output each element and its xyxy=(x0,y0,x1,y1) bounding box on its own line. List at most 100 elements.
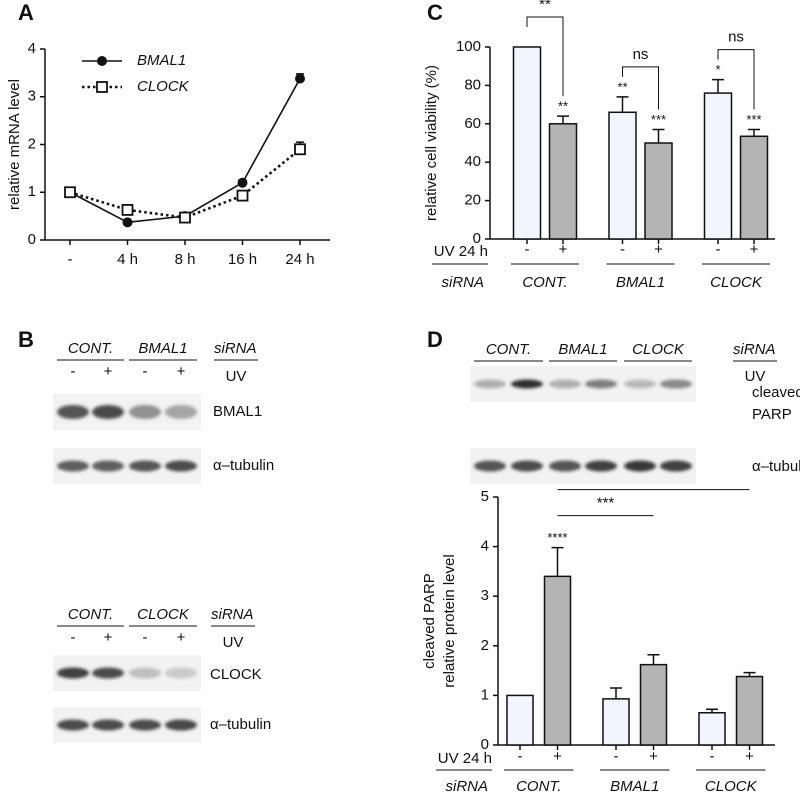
bar xyxy=(644,142,673,240)
x-tick-label: + xyxy=(559,241,568,258)
y-tick-label: 3 xyxy=(481,587,489,604)
blot-band xyxy=(57,719,89,731)
blot-lane-label: + xyxy=(104,629,113,646)
blot-group-label: BMAL1 xyxy=(558,341,607,358)
row-label: UV 24 h xyxy=(438,750,492,767)
blot-band xyxy=(57,405,89,419)
data-point xyxy=(294,143,306,156)
blot-band xyxy=(92,460,124,472)
series-line xyxy=(69,148,301,219)
blot-band xyxy=(57,667,89,679)
bar xyxy=(698,712,726,746)
significance-label: * xyxy=(715,62,720,77)
blot-band xyxy=(92,405,124,419)
error-bar xyxy=(712,78,724,94)
y-axis-label: relative mRNA level xyxy=(6,79,23,210)
significance-bracket-label: ns xyxy=(728,29,744,46)
blot-band xyxy=(660,460,692,472)
legend-marker xyxy=(96,81,108,93)
blot-band xyxy=(165,667,197,679)
bar xyxy=(639,663,668,746)
panel-letter: B xyxy=(18,327,34,352)
data-point xyxy=(122,217,133,228)
y-tick-label: 4 xyxy=(481,538,489,555)
blot-band xyxy=(585,460,617,472)
y-tick-label: 0 xyxy=(28,231,36,248)
blot-sirna-label: siRNA xyxy=(214,340,257,357)
error-bar xyxy=(652,128,665,143)
significance-label: ** xyxy=(558,99,568,114)
y-tick-label: 40 xyxy=(464,153,481,170)
group-label: CONT. xyxy=(516,778,561,794)
error-bar xyxy=(616,96,629,113)
x-tick-label: 24 h xyxy=(285,251,314,268)
x-tick-label: + xyxy=(654,241,663,258)
blot-band-label: α–tubulin xyxy=(752,458,800,475)
legend-marker xyxy=(97,56,107,66)
x-tick-label: - xyxy=(614,748,619,765)
x-tick-label: - xyxy=(525,241,530,258)
significance-bracket-label: *** xyxy=(597,495,615,512)
blot-group-label: BMAL1 xyxy=(138,340,187,357)
x-tick-label: - xyxy=(68,251,73,268)
error-bar xyxy=(610,687,622,699)
significance-bracket xyxy=(622,66,659,110)
blot-band xyxy=(511,379,543,389)
significance-label: **** xyxy=(547,530,567,545)
blot-band xyxy=(165,460,197,472)
blot-band xyxy=(660,379,692,389)
error-bar xyxy=(551,546,564,577)
blot-group-label: CONT. xyxy=(486,341,531,358)
x-tick-label: 4 h xyxy=(117,251,138,268)
significance-label: ** xyxy=(617,79,627,94)
bar xyxy=(512,46,542,240)
data-point xyxy=(179,211,191,224)
significance-bracket-label: ns xyxy=(633,46,649,63)
y-tick-label: 20 xyxy=(464,192,481,209)
y-tick-label: 5 xyxy=(481,488,489,505)
significance-label: *** xyxy=(651,112,666,127)
data-point xyxy=(237,177,248,188)
bar xyxy=(608,111,637,240)
panel-letter: D xyxy=(427,327,443,352)
group-label: CONT. xyxy=(522,274,567,291)
blot-band-label: BMAL1 xyxy=(213,403,262,420)
group-label: CLOCK xyxy=(705,778,758,794)
blot-uv-label: UV xyxy=(223,634,244,651)
blot-band xyxy=(549,379,581,389)
group-label: BMAL1 xyxy=(616,274,665,291)
blot-lane-label: - xyxy=(143,363,148,380)
blot-lane-label: - xyxy=(71,629,76,646)
bar xyxy=(543,575,572,746)
significance-label: *** xyxy=(746,112,761,127)
blot-lane-label: - xyxy=(71,363,76,380)
blot-group-label: CLOCK xyxy=(632,341,685,358)
blot-strip xyxy=(470,448,696,484)
panel-letter: C xyxy=(427,0,443,25)
error-bar xyxy=(748,128,760,137)
blot-sirna-label: siRNA xyxy=(733,341,776,358)
blot-strip xyxy=(470,366,696,402)
bar xyxy=(548,123,578,240)
y-tick-label: 1 xyxy=(481,686,489,703)
blot-band xyxy=(129,405,161,419)
blot-band xyxy=(165,719,197,731)
y-tick-label: 2 xyxy=(28,135,36,152)
x-tick-label: + xyxy=(553,748,562,765)
x-tick-label: + xyxy=(750,241,759,258)
group-label: BMAL1 xyxy=(610,778,659,794)
blot-band-label: cleaved xyxy=(752,384,800,401)
y-tick-label: 80 xyxy=(464,76,481,93)
y-axis-label: cleaved PARP xyxy=(421,573,438,669)
legend-label: CLOCK xyxy=(137,78,190,95)
blot-lane-label: - xyxy=(143,629,148,646)
y-tick-label: 1 xyxy=(28,183,36,200)
blot-band xyxy=(92,719,124,731)
significance-bracket xyxy=(526,16,564,97)
x-tick-label: - xyxy=(716,241,721,258)
blot-band xyxy=(624,379,656,389)
error-bar xyxy=(557,115,569,124)
blot-band xyxy=(57,460,89,472)
blot-lane-label: + xyxy=(177,629,186,646)
